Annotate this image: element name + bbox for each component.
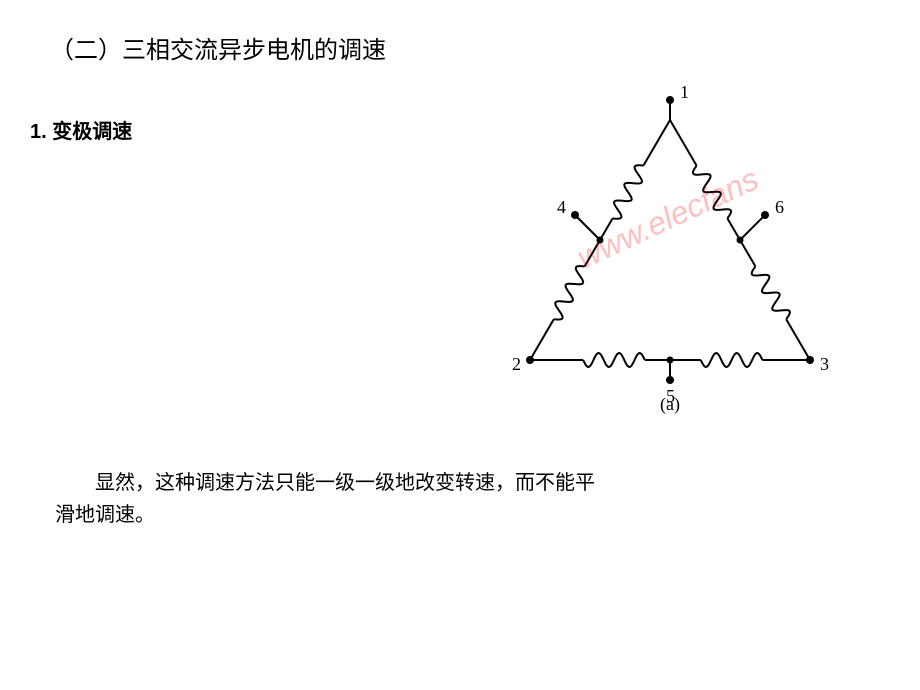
body-paragraph: 显然，这种调速方法只能一级一级地改变转速，而不能平 滑地调速。 [55, 467, 755, 531]
svg-text:2: 2 [512, 354, 521, 374]
svg-text:1: 1 [680, 82, 689, 102]
svg-text:6: 6 [775, 197, 784, 217]
triangle-circuit-svg: 123456(a) [470, 80, 890, 420]
svg-text:3: 3 [820, 354, 829, 374]
svg-text:(a): (a) [660, 394, 680, 415]
main-title: （二）三相交流异步电机的调速 [50, 30, 386, 65]
circuit-diagram: 123456(a) [470, 80, 890, 420]
svg-text:4: 4 [557, 197, 566, 217]
body-line-1: 显然，这种调速方法只能一级一级地改变转速，而不能平 [55, 467, 755, 499]
body-line-2: 滑地调速。 [55, 499, 755, 531]
sub-title: 1. 变极调速 [30, 115, 132, 144]
